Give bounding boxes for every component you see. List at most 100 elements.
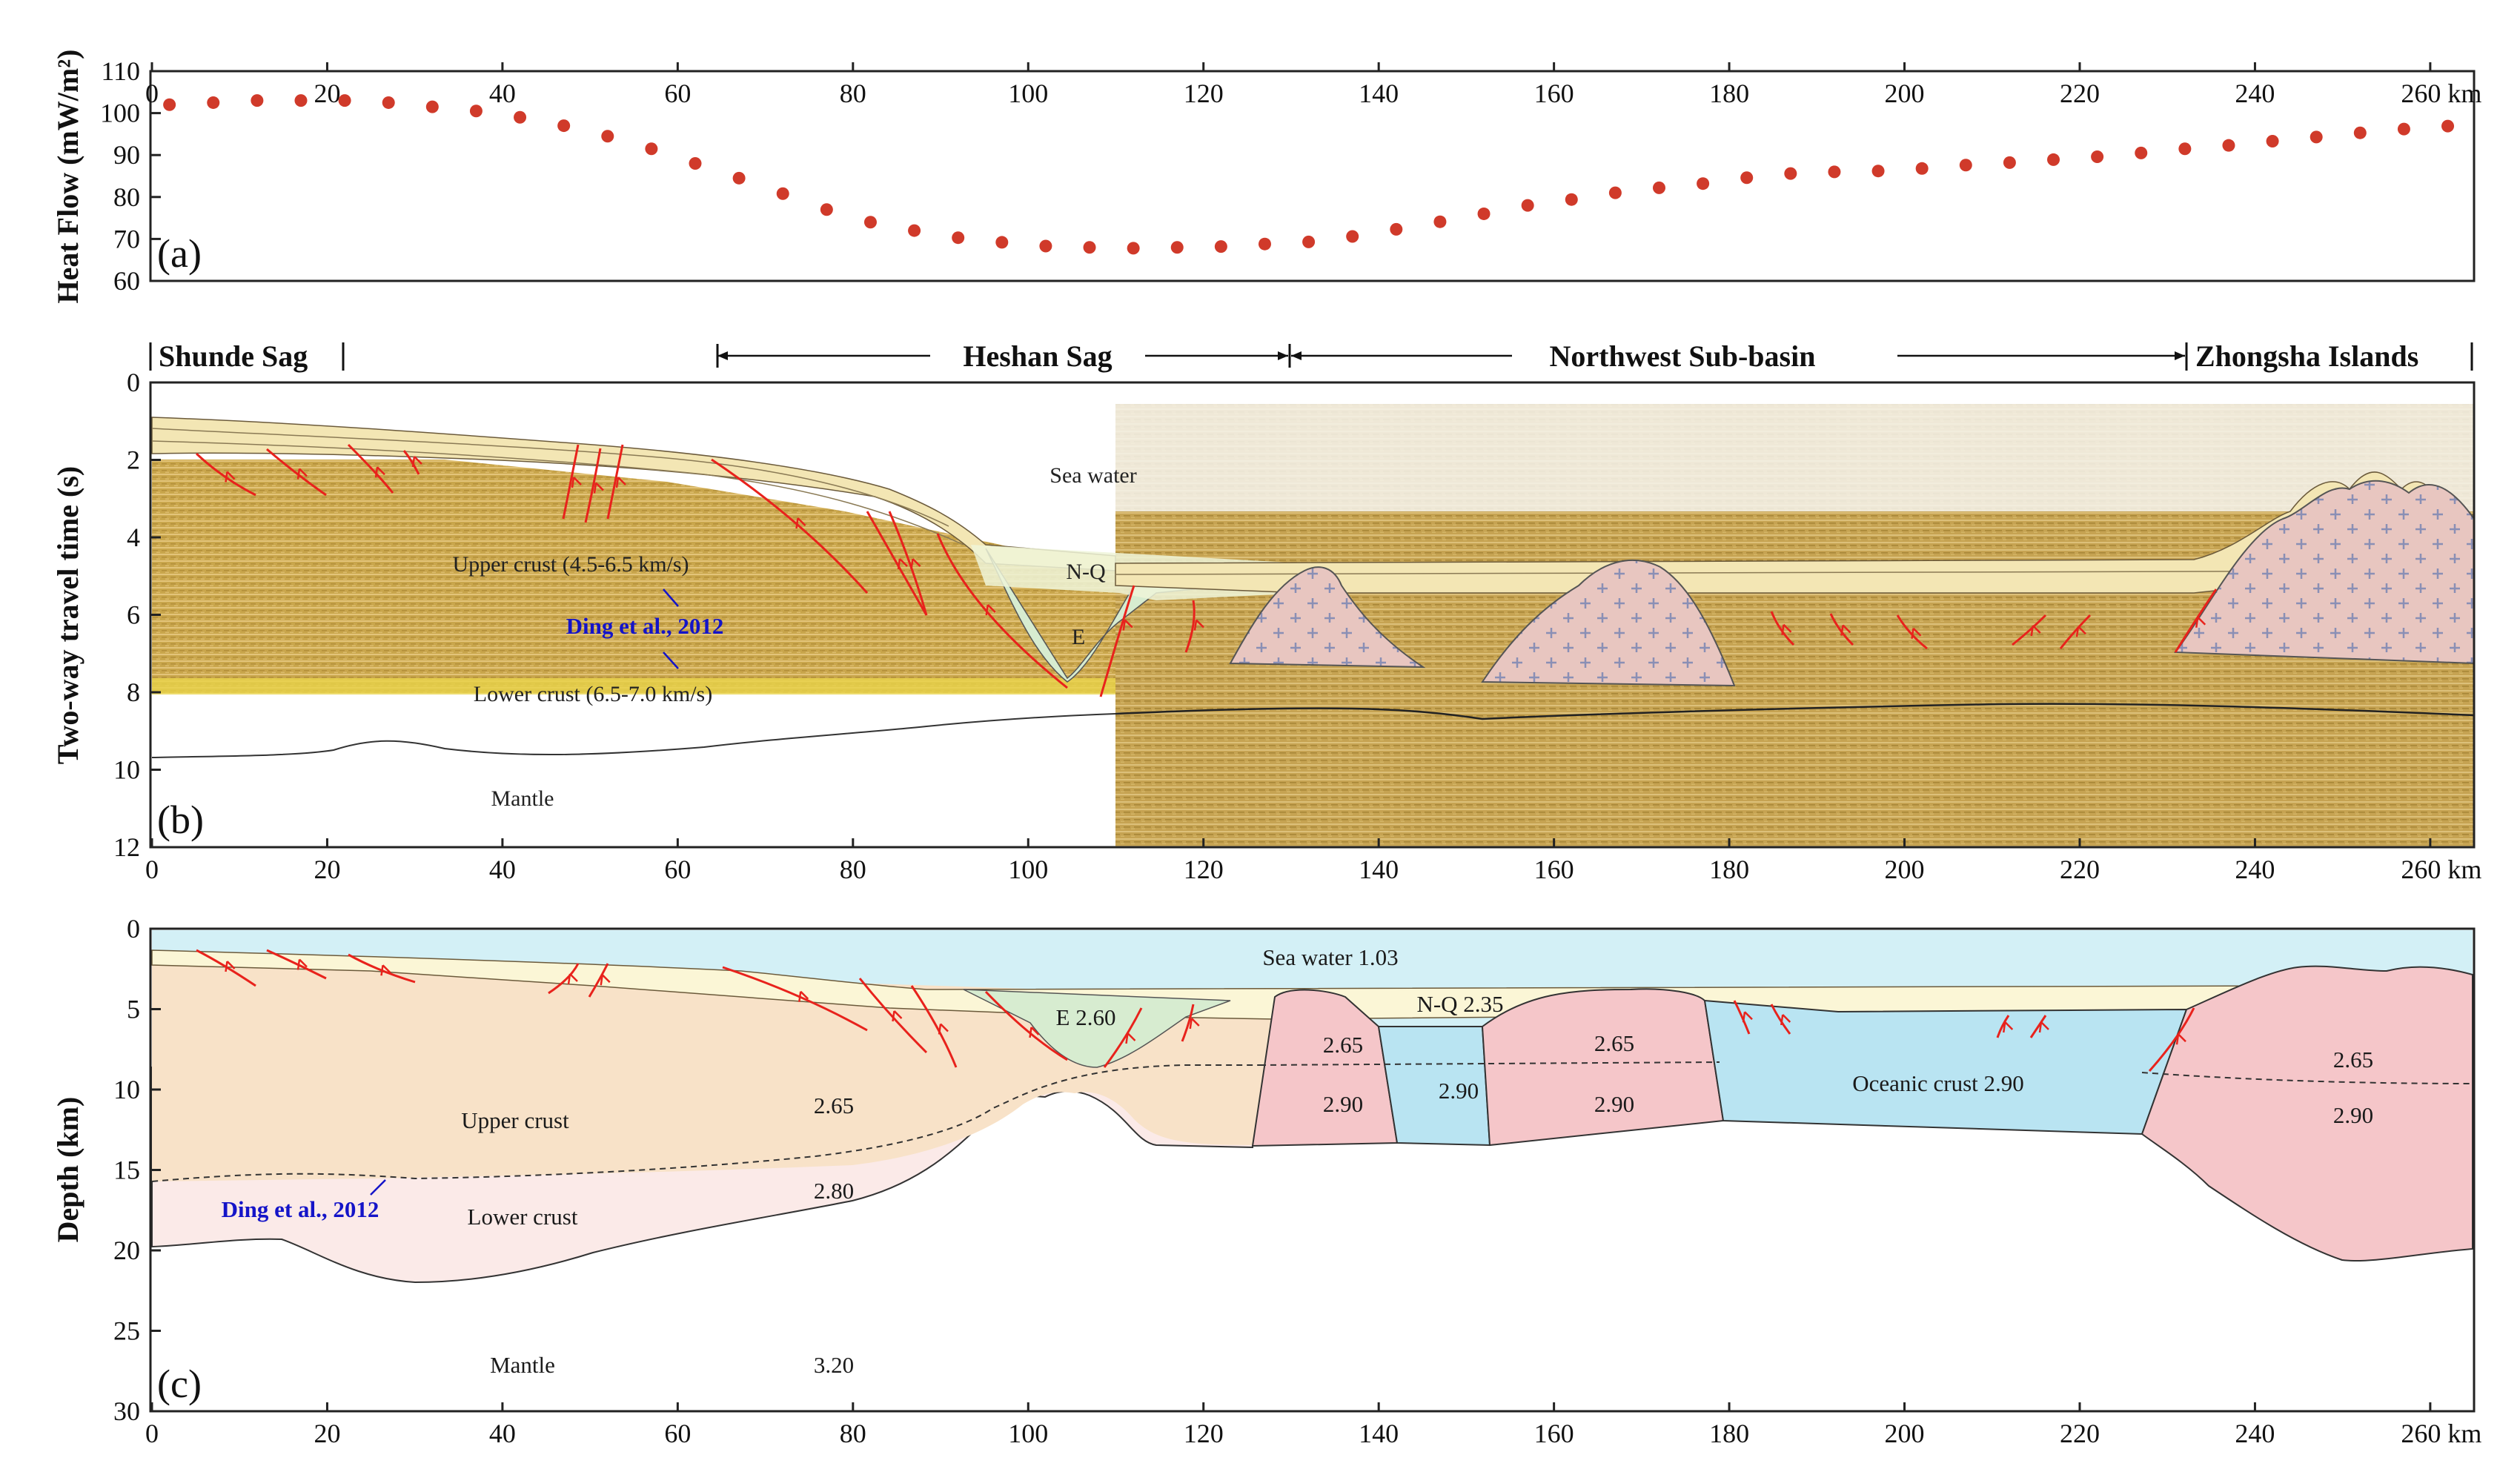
volcano-c-2 <box>1481 988 1725 1147</box>
panel-a: 0 20 40 60 80 100 120 140 160 180 200 220 240 260 km 6… <box>51 49 2481 303</box>
panel-c-ytick-label: 0 <box>127 914 140 944</box>
fault-c-7 <box>910 985 958 1068</box>
panel-a-ytick-label: 110 <box>101 56 140 86</box>
heat-flow-point <box>2441 119 2455 133</box>
label-b-nq: N-Q <box>1066 560 1106 584</box>
citation-c-pointer <box>370 1179 386 1196</box>
panel-c-ytick-label: 15 <box>113 1156 140 1185</box>
heat-flow-point <box>2397 122 2410 136</box>
heat-flow-point <box>557 119 571 133</box>
fault-c-14-arrow <box>2038 1021 2049 1033</box>
heat-flow-point <box>1915 162 1929 175</box>
label-c-e: E 2.60 <box>1056 1004 1116 1030</box>
heat-flow-point <box>2310 130 2323 144</box>
label-c-z265: 2.65 <box>2333 1047 2373 1072</box>
fault-b-7-arrow <box>795 517 806 529</box>
heat-flow-point <box>382 96 395 109</box>
panel-b-xtick-label: 80 <box>840 855 866 884</box>
heat-flow-point <box>2266 135 2279 148</box>
fault-c-3-arrow <box>567 973 578 985</box>
fault-b-13-arrow <box>1781 623 1792 635</box>
panel-a-xtick-label: 40 <box>489 79 516 108</box>
panel-b-xtick-label: 60 <box>664 855 691 884</box>
heat-flow-point <box>514 110 527 124</box>
heat-flow-point <box>251 94 264 107</box>
panel-a-xtick-label: 100 <box>1008 79 1048 108</box>
lower-crust-band <box>152 678 1115 694</box>
fault-b-10-arrow <box>985 604 996 616</box>
panel-c-xtick-label: 100 <box>1008 1419 1048 1448</box>
fault-b-0-arrow <box>225 471 236 483</box>
panel-a-ylabel: Heat Flow (mW/m²) <box>51 49 84 303</box>
fault-b-6 <box>606 444 624 520</box>
panel-c-xtick-label: 140 <box>1359 1419 1399 1448</box>
panel-a-ytick-label: 60 <box>113 266 140 296</box>
panel-c-xtick-label: 240 <box>2235 1419 2275 1448</box>
heat-flow-point <box>1565 193 1578 206</box>
panel-c-ytick-label: 25 <box>113 1316 140 1346</box>
volcanic-boundary-c-3 <box>2141 1072 2473 1084</box>
fault-c-14 <box>2029 1015 2047 1038</box>
fault-b-14 <box>1829 613 1854 646</box>
panel-b-ytick-label: 2 <box>127 445 140 475</box>
label-c-gap-290: 2.90 <box>1439 1078 1479 1104</box>
heat-flow-point <box>2353 126 2367 139</box>
fault-c-12-arrow <box>1780 1014 1791 1026</box>
heat-flow-point <box>2135 146 2148 159</box>
upper-crust-c <box>152 960 1275 1181</box>
heat-flow-point <box>1828 165 1841 179</box>
fault-b-1-arrow <box>296 468 308 480</box>
fault-c-5 <box>722 966 868 1032</box>
oceanic-crust-c <box>1703 999 2188 1136</box>
label-c-v265-2: 2.65 <box>1594 1030 1634 1056</box>
panel-c-ylabel: Depth (km) <box>51 1097 84 1243</box>
volcano-b-1 <box>1229 566 1426 669</box>
panel-b-xtick-label: 140 <box>1359 855 1399 884</box>
fault-c-11 <box>1733 1000 1751 1035</box>
heat-flow-point <box>1608 186 1622 199</box>
panel-c-xtick-label: 220 <box>2060 1419 2100 1448</box>
fault-b-2-arrow <box>374 466 385 478</box>
fault-c-9-arrow <box>1125 1032 1136 1044</box>
fault-c-1-arrow <box>296 958 308 970</box>
fault-b-0 <box>195 452 256 497</box>
panel-b-xtick-label: 220 <box>2060 855 2100 884</box>
panel-a-xtick-label: 240 <box>2235 79 2275 108</box>
panel-b-xtick-label: 40 <box>489 855 516 884</box>
panel-a-xtick-label: 20 <box>314 79 340 108</box>
faults-b <box>195 443 2218 697</box>
label-c-320: 3.20 <box>814 1352 854 1378</box>
heat-flow-point <box>995 236 1009 249</box>
fault-b-15 <box>1896 614 1928 650</box>
northwest-arrowhead-right <box>2175 351 2185 360</box>
sediment-line-2 <box>151 440 964 546</box>
panel-a-tag: (a) <box>157 231 202 276</box>
fault-c-0-arrow <box>225 961 236 972</box>
heat-flow-point <box>1039 239 1052 253</box>
panel-a-frame <box>149 70 2476 282</box>
heat-flow-point <box>689 157 702 170</box>
label-c-v290-1: 2.90 <box>1323 1091 1363 1117</box>
heat-flow-point <box>1521 199 1534 212</box>
label-c-z290: 2.90 <box>2333 1102 2373 1128</box>
fault-b-6-arrow <box>615 477 626 488</box>
panel-a-xtick-label: 80 <box>840 79 866 108</box>
label-c-mantle: Mantle <box>490 1352 555 1378</box>
panel-a-xtick-label: 220 <box>2060 79 2100 108</box>
panel-a-xtick-label: 180 <box>1709 79 1749 108</box>
fault-c-10 <box>1181 1004 1195 1042</box>
heat-flow-point <box>1214 240 1227 253</box>
fault-c-6 <box>858 978 928 1054</box>
fault-b-8-arrow <box>897 558 908 570</box>
panel-b-xtick-label: 100 <box>1008 855 1048 884</box>
panel-b-ylabel: Two-way travel time (s) <box>51 466 84 764</box>
seismic-upper-section <box>152 460 1115 693</box>
panel-a-ytick-label: 70 <box>113 224 140 253</box>
panel-c-xtick-label: 180 <box>1709 1419 1749 1448</box>
volcanic-boundary-c-12 <box>1259 1061 1720 1066</box>
panel-a-ytick-label: 100 <box>100 99 140 128</box>
heat-flow-point <box>645 142 658 156</box>
panel-b-axes: 0 20 40 60 80 100 120 140 160 180 200 220 240 260 km 0… <box>113 368 2481 884</box>
heat-flow-point <box>2003 156 2016 169</box>
heat-flow-point <box>952 231 965 245</box>
